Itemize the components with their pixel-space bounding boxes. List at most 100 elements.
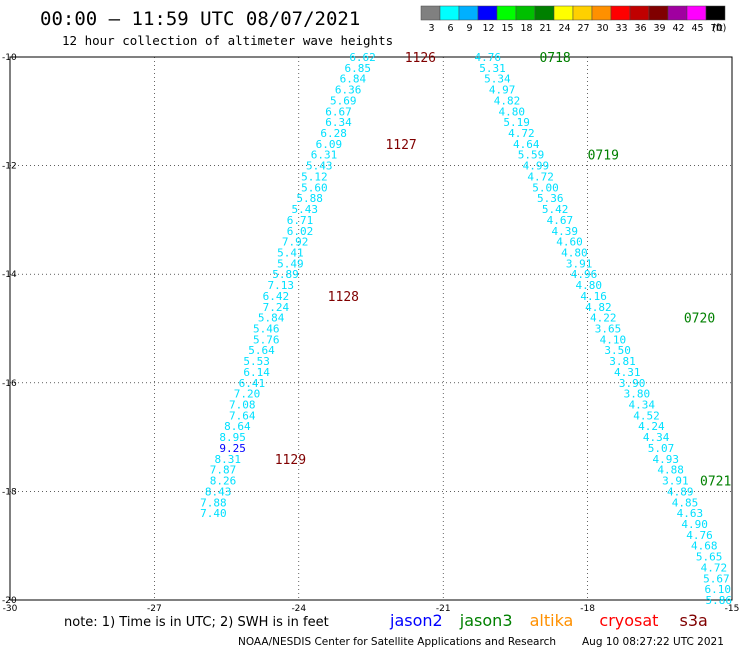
swh-value: 5.88 xyxy=(296,192,323,205)
x-tick-label: -27 xyxy=(147,604,162,614)
colorbar-swatch xyxy=(686,5,707,21)
colorbar-swatch xyxy=(439,5,460,21)
colorbar-swatch xyxy=(458,5,479,21)
swh-value: 4.34 xyxy=(643,431,670,444)
swh-value: 9.25 xyxy=(219,442,246,455)
colorbar-swatch xyxy=(534,5,555,21)
colorbar-swatch xyxy=(610,5,631,21)
colorbar-swatch xyxy=(515,5,536,21)
swh-value: 5.46 xyxy=(253,323,280,336)
colorbar-label: 21 xyxy=(539,23,551,34)
swh-value: 4.96 xyxy=(571,268,598,281)
swh-value: 4.80 xyxy=(576,279,603,292)
swh-value: 4.10 xyxy=(600,333,627,346)
pass-time-label: 0720 xyxy=(684,312,715,327)
swh-value: 4.97 xyxy=(489,84,516,97)
swh-value: 7.13 xyxy=(267,279,294,292)
swh-value: 7.92 xyxy=(282,236,309,249)
swh-value: 6.34 xyxy=(325,116,352,129)
footer-timestamp: Aug 10 08:27:22 UTC 2021 xyxy=(582,636,724,648)
satellite-name: cryosat xyxy=(599,611,658,630)
swh-value: 4.90 xyxy=(681,518,708,531)
colorbar-swatch xyxy=(553,5,574,21)
swh-value: 5.53 xyxy=(243,355,270,368)
swh-value: 4.72 xyxy=(701,561,728,574)
plot-frame xyxy=(9,56,733,601)
x-tick-label: -15 xyxy=(725,604,740,614)
swh-value: 6.85 xyxy=(345,62,372,75)
swh-value: 5.42 xyxy=(542,203,569,216)
swh-value: 7.88 xyxy=(200,496,227,509)
wave-height-labels: 6.626.856.846.365.696.676.346.286.096.31… xyxy=(200,51,732,607)
colorbar-swatch xyxy=(667,5,688,21)
footer-note: note: 1) Time is in UTC; 2) SWH is in fe… xyxy=(64,615,329,630)
swh-value: 7.24 xyxy=(263,301,290,314)
swh-value: 4.88 xyxy=(657,464,684,477)
x-tick-label: -24 xyxy=(291,604,306,614)
swh-value: 4.80 xyxy=(561,246,588,259)
chart-subtitle: 12 hour collection of altimeter wave hei… xyxy=(62,33,393,48)
colorbar: 3 6 9 12 15 18 21 24 27 30 33 36 39 42 45 70 xyxy=(420,5,726,34)
swh-value: 5.36 xyxy=(537,192,564,205)
colorbar-swatch xyxy=(477,5,498,21)
swh-value: 8.26 xyxy=(210,475,237,488)
pass-time-label: 1129 xyxy=(275,453,306,468)
footer-credit: NOAA/NESDIS Center for Satellite Applica… xyxy=(238,636,556,648)
swh-value: 4.85 xyxy=(672,496,699,509)
swh-value: 5.65 xyxy=(696,551,723,564)
pass-time-label: 1128 xyxy=(328,290,359,305)
colorbar-swatch xyxy=(572,5,593,21)
colorbar-label: 12 xyxy=(482,23,494,34)
colorbar-label: 39 xyxy=(653,23,665,34)
gridlines xyxy=(10,57,732,600)
swh-value: 4.60 xyxy=(556,236,583,249)
swh-value: 5.41 xyxy=(277,246,304,259)
swh-value: 4.22 xyxy=(590,312,617,325)
swh-value: 4.82 xyxy=(494,94,521,107)
swh-value: 5.12 xyxy=(301,170,328,183)
swh-value: 6.42 xyxy=(263,290,290,303)
swh-value: 5.86 xyxy=(706,594,733,607)
swh-value: 4.82 xyxy=(585,301,612,314)
colorbar-label: 36 xyxy=(634,23,646,34)
satellite-name: s3a xyxy=(680,611,708,630)
satellite-name: jason3 xyxy=(459,611,513,630)
swh-value: 7.87 xyxy=(210,464,237,477)
colorbar-label: 24 xyxy=(558,23,570,34)
swh-value: 3.65 xyxy=(595,323,622,336)
colorbar-swatch xyxy=(496,5,517,21)
pass-time-label: 1126 xyxy=(405,51,436,66)
swh-value: 4.34 xyxy=(628,399,655,412)
swh-value: 5.49 xyxy=(277,257,304,270)
colorbar-label: 42 xyxy=(672,23,684,34)
colorbar-label: 30 xyxy=(596,23,608,34)
swh-value: 3.90 xyxy=(619,377,646,390)
swh-value: 6.09 xyxy=(316,138,343,151)
swh-value: 6.31 xyxy=(311,149,338,162)
y-tick-label: -16 xyxy=(2,379,17,389)
swh-value: 5.00 xyxy=(532,181,559,194)
swh-value: 4.64 xyxy=(513,138,540,151)
swh-value: 6.28 xyxy=(320,127,347,140)
swh-value: 6.71 xyxy=(287,214,314,227)
swh-value: 5.67 xyxy=(703,572,730,585)
pass-time-label: 1127 xyxy=(385,138,416,153)
colorbar-swatch xyxy=(420,5,441,21)
swh-value: 5.34 xyxy=(484,73,511,86)
chart-title: 00:00 — 11:59 UTC 08/07/2021 xyxy=(40,8,360,30)
swh-value: 8.43 xyxy=(205,485,232,498)
swh-value: 8.95 xyxy=(219,431,246,444)
swh-value: 4.68 xyxy=(691,540,718,553)
colorbar-label: 18 xyxy=(520,23,532,34)
pass-time-label: 0719 xyxy=(588,149,619,164)
swh-value: 7.08 xyxy=(229,399,256,412)
swh-value: 4.72 xyxy=(527,170,554,183)
swh-value: 4.76 xyxy=(686,529,713,542)
swh-value: 4.24 xyxy=(638,420,665,433)
colorbar-swatch xyxy=(629,5,650,21)
colorbar-label: 70 xyxy=(710,23,722,34)
swh-value: 5.31 xyxy=(479,62,506,75)
satellite-name: altika xyxy=(530,611,574,630)
pass-time-labels: 1126 1127 1128 1129 0718 0719 0720 0721 xyxy=(275,51,732,490)
y-tick-label: -12 xyxy=(2,162,17,172)
